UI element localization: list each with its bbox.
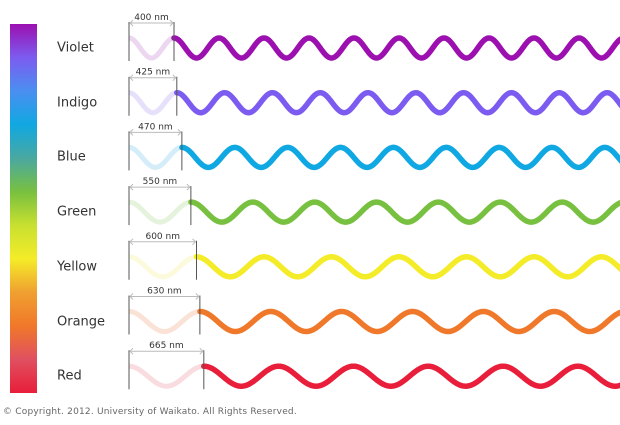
wave-red (201, 363, 620, 389)
wavelength-label: 470 nm (138, 122, 173, 132)
wavelength-label: 425 nm (136, 68, 171, 78)
wavelength-label: 400 nm (134, 13, 169, 23)
wave-orange (197, 308, 620, 335)
faint-wave-cycle (128, 90, 177, 116)
faint-wave-cycle (128, 363, 204, 389)
wave-indigo (174, 89, 620, 116)
wavelength-label: 665 nm (149, 341, 184, 351)
spectrum-gradient-bar (10, 24, 37, 393)
wave-blue (179, 144, 620, 171)
arrowhead-icon (129, 183, 191, 191)
color-label-red: Red (57, 368, 82, 384)
faint-wave-cycle (128, 199, 191, 225)
faint-wave-cycle (128, 144, 182, 170)
color-label-green: Green (57, 204, 97, 220)
color-label-orange: Orange (57, 314, 106, 329)
arrowhead-icon (129, 238, 197, 246)
arrowhead-icon (129, 129, 182, 136)
color-label-blue: Blue (57, 149, 86, 165)
arrowhead-icon (129, 74, 177, 82)
faint-wave-cycle (128, 254, 197, 280)
wavelength-label: 630 nm (147, 287, 182, 297)
color-label-violet: Violet (57, 40, 94, 56)
arrowhead-icon (129, 19, 174, 27)
wavelength-label: 600 nm (145, 232, 180, 242)
faint-wave-cycle (128, 35, 175, 61)
arrowhead-icon (129, 347, 204, 355)
faint-wave-cycle (128, 309, 200, 334)
color-label-indigo: Indigo (57, 95, 98, 111)
color-label-yellow: Yellow (57, 259, 98, 275)
wave-violet (171, 35, 620, 61)
copyright-notice: © Copyright. 2012. University of Waikato… (3, 407, 297, 417)
wave-yellow (193, 254, 620, 280)
arrowhead-icon (129, 293, 200, 300)
wavelength-label: 550 nm (143, 177, 178, 187)
wave-green (188, 199, 620, 225)
